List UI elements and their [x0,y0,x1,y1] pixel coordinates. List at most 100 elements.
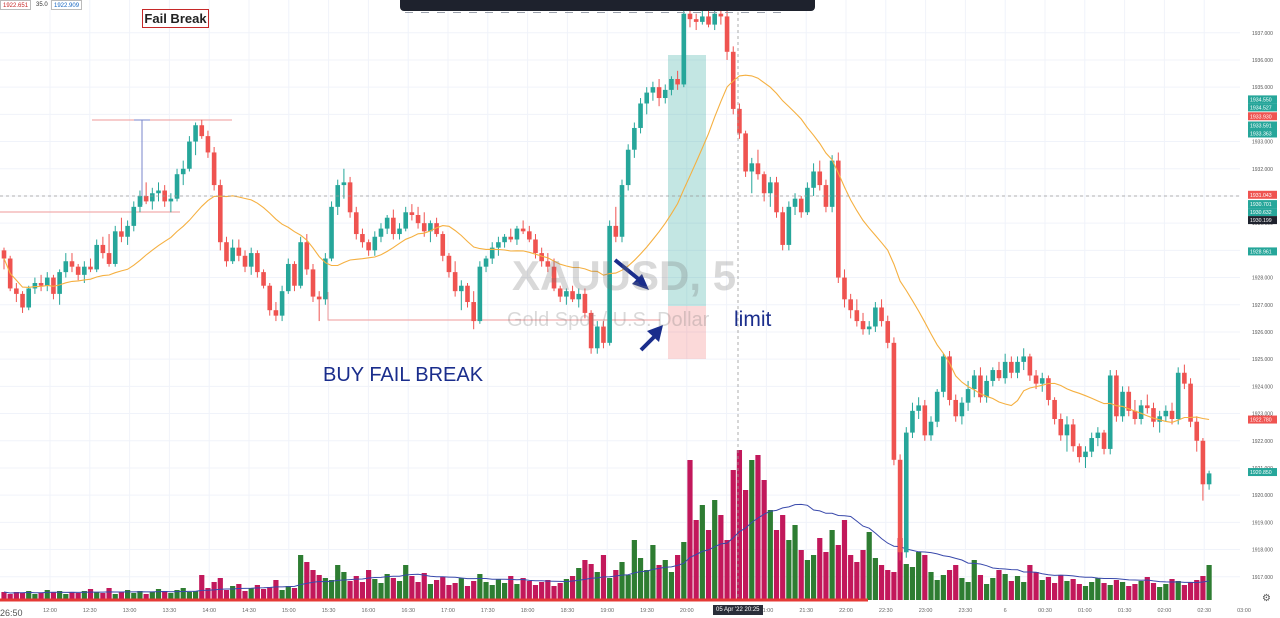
toolbar-tool-icon[interactable] [405,6,413,13]
toolbar-tool-icon[interactable] [629,6,637,13]
sell-price-box[interactable]: 1922.651 [0,0,32,10]
candle-body [724,16,730,52]
volume-bar [162,591,168,600]
volume-bar [359,582,366,600]
volume-bar [236,584,242,600]
volume-bar [1039,580,1045,600]
volume-bar [100,593,106,600]
low-range-line[interactable] [327,292,660,321]
time-tick-label: 01:30 [1118,608,1132,614]
toolbar-tool-icon[interactable] [645,6,653,13]
price-label-text: 1934.550 [1250,97,1272,103]
candle-body [63,261,69,273]
toolbar-tool-icon[interactable] [741,6,749,13]
volume-bar [687,460,693,600]
gear-icon[interactable]: ⚙ [1262,593,1271,604]
toolbar-tool-icon[interactable] [613,6,621,13]
toolbar-tool-icon[interactable] [453,6,461,13]
volume-bar [273,580,279,600]
candle-body [1132,410,1138,419]
toolbar-tool-icon[interactable] [725,6,733,13]
price-label-box [1248,129,1277,138]
candle-body [823,185,829,207]
volume-bar [1033,572,1039,600]
limit-label[interactable]: limit [734,308,772,331]
volume-bar [817,538,823,600]
candle-body [236,247,242,256]
volume-bar [1144,577,1150,600]
price-label-box [1248,103,1277,112]
volume-bar [180,588,186,600]
toolbar-tool-icon[interactable] [501,6,509,13]
price-tick-label: 1923.000 [1252,412,1273,418]
price-label-text: 1931.043 [1250,193,1272,199]
candle-body [1046,378,1051,400]
candle-body [885,321,891,343]
volume-bar [304,562,310,600]
candle-body [755,163,761,175]
toolbar-tool-icon[interactable] [661,6,669,13]
arrow-down-right[interactable] [613,258,649,290]
price-label-box [1248,121,1277,130]
toolbar-tool-icon[interactable] [549,6,557,13]
candle-body [539,253,544,262]
toolbar-tool-icon[interactable] [533,6,541,13]
candle-body [1,250,7,259]
volume-bar [545,580,551,600]
volume-bar [508,576,514,600]
toolbar-tool-icon[interactable] [773,6,781,13]
candle-body [1083,451,1088,458]
volume-bar [421,573,427,600]
drawing-toolbar[interactable] [400,0,815,13]
candle-body [916,405,921,411]
candle-body [94,244,99,270]
buy-fail-break-label[interactable]: BUY FAIL BREAK [323,364,484,386]
long-position-target-zone[interactable] [668,55,706,306]
spread-box: 35.0 [34,0,50,10]
volume-bar [582,560,588,600]
arrow-up-right[interactable] [639,325,663,352]
volume-bar [1064,581,1070,600]
candle-body [644,92,650,104]
candle-body [279,291,285,316]
toolbar-tool-icon[interactable] [421,6,429,13]
toolbar-tool-icon[interactable] [469,6,477,13]
volume-bar [761,480,767,600]
candle-body [106,253,112,264]
volume-bar [1058,575,1064,600]
toolbar-tool-icon[interactable] [485,6,493,13]
toolbar-tool-icon[interactable] [517,6,525,13]
toolbar-tool-icon[interactable] [437,6,445,13]
toolbar-tool-icon[interactable] [581,6,589,13]
volume-bar [310,570,316,600]
buy-price-box[interactable]: 1922.909 [51,0,83,10]
candle-body [347,182,353,213]
volume-bar [1008,581,1014,600]
volume-bar [539,582,545,600]
toolbar-tool-icon[interactable] [565,6,573,13]
candle-body [959,402,965,417]
candle-body [903,432,909,553]
candle-body [594,326,600,349]
volume-bar [446,585,452,600]
volume-bar [1132,584,1138,600]
volume-bar [353,576,359,600]
time-axis[interactable]: 12:00 12:30 13:00 13:30 14:00 14:30 15:00 15:30… [43,608,1251,614]
long-position-stop-zone[interactable] [668,306,706,359]
symbol-description-watermark: Gold Spot / U.S. Dollar [507,309,710,331]
toolbar-tool-icon[interactable] [597,6,605,13]
volume-bar [94,592,100,600]
candle-body [508,236,514,240]
volume-bar [1138,581,1144,600]
volume-bar [644,570,650,600]
candle-body [285,263,291,292]
volume-bar [984,584,990,600]
toolbar-tool-icon[interactable] [693,6,701,13]
toolbar-tool-icon[interactable] [677,6,685,13]
candle-body [687,13,693,20]
toolbar-tool-icon[interactable] [709,6,717,13]
fail-break-label[interactable]: Fail Break [142,9,209,28]
toolbar-tool-icon[interactable] [757,6,765,13]
candle-body [119,231,124,237]
